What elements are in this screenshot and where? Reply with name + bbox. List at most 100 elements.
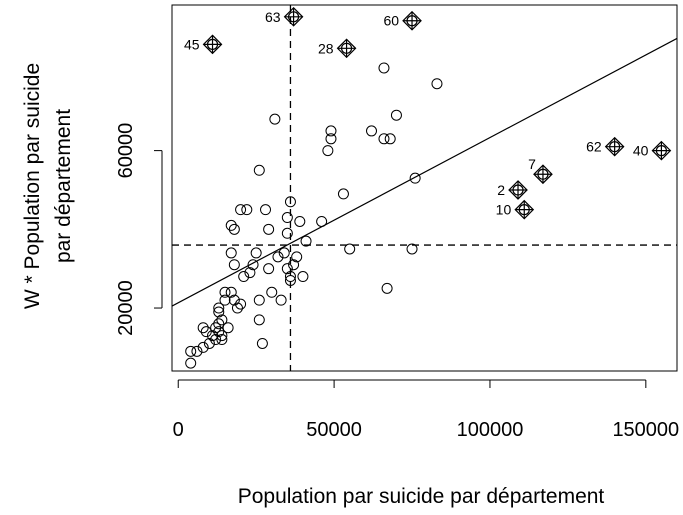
data-point [210, 334, 222, 346]
data-point [219, 294, 231, 306]
data-point [300, 235, 312, 247]
data-point [284, 271, 296, 283]
data-point [197, 322, 209, 334]
labeled-point-45: 45 [184, 34, 223, 55]
data-point [191, 345, 203, 357]
point-label: 7 [528, 156, 536, 172]
data-point [213, 302, 225, 314]
data-point [203, 337, 215, 349]
data-point [238, 271, 250, 283]
data-point [235, 204, 247, 216]
point-marker-circle [609, 141, 621, 153]
data-point [288, 259, 300, 271]
data-point [197, 341, 209, 353]
data-point [384, 133, 396, 145]
data-point [275, 294, 287, 306]
point-marker-circle [287, 11, 300, 23]
labeled-point-28: 28 [318, 38, 357, 59]
x-tick-label: 50000 [306, 419, 362, 441]
data-point [225, 219, 237, 231]
data-point [222, 322, 234, 334]
data-point [216, 330, 228, 342]
labeled-point-2: 2 [497, 180, 528, 200]
x-axis-title: Population par suicide par département [238, 485, 605, 508]
data-point [231, 302, 243, 314]
point-label: 2 [497, 182, 505, 198]
data-point [316, 215, 328, 227]
data-point [406, 243, 418, 255]
data-point [378, 62, 390, 74]
data-point [297, 271, 309, 283]
data-point [250, 247, 262, 259]
point-label: 28 [318, 40, 334, 56]
data-point [228, 223, 240, 235]
point-label: 62 [586, 139, 602, 155]
x-tick-label: 100000 [457, 419, 524, 441]
data-point [381, 282, 393, 294]
data-point [266, 286, 278, 298]
data-point [216, 334, 228, 346]
data-point [213, 326, 225, 338]
data-point [253, 164, 265, 176]
point-label: 40 [633, 143, 649, 159]
data-point [200, 326, 212, 338]
data-point [366, 125, 378, 137]
labeled-point-60: 60 [383, 10, 422, 31]
y-axis-title-line-2: par département [52, 109, 75, 263]
labeled-point-62: 62 [586, 136, 625, 157]
point-marker-circle [512, 184, 524, 196]
point-label: 10 [496, 202, 512, 218]
axes: 0 50000 100000 150000 20000 60000 [115, 123, 679, 441]
data-point [185, 345, 197, 357]
data-point [213, 306, 225, 318]
data-point [244, 267, 256, 279]
labeled-point-63: 63 [265, 6, 304, 27]
plot-content [172, 5, 677, 371]
data-point [241, 204, 253, 216]
data-point [269, 113, 281, 125]
data-point [219, 286, 231, 298]
point-label: 45 [184, 36, 200, 52]
data-point [294, 215, 306, 227]
point-label: 63 [265, 9, 281, 25]
data-point [235, 298, 247, 310]
data-point [344, 243, 356, 255]
data-point [337, 188, 349, 200]
point-marker-circle [406, 15, 418, 27]
y-axis-title-line-1: W * Population par suicide [21, 63, 44, 309]
labeled-point-7: 7 [528, 156, 553, 185]
data-point [228, 294, 240, 306]
data-point [281, 227, 293, 239]
data-point [263, 223, 275, 235]
point-marker-circle [206, 38, 219, 50]
plot-area: 63 60 45 28 62 40 7 2 10 [171, 4, 678, 372]
y-tick-label: 20000 [115, 280, 137, 336]
data-point [207, 330, 219, 342]
data-point [378, 133, 390, 145]
plot-frame [171, 4, 678, 372]
data-point [213, 318, 225, 330]
data-point [284, 274, 296, 286]
data-point [260, 204, 272, 216]
data-point [272, 251, 284, 263]
data-point [247, 259, 259, 271]
data-point [225, 286, 237, 298]
data-point [256, 337, 268, 349]
data-point [225, 247, 237, 259]
data-point [185, 357, 197, 369]
data-point [253, 314, 265, 326]
point-marker-circle [537, 168, 549, 180]
data-point [322, 145, 334, 157]
data-point [210, 322, 222, 334]
x-tick-label: 150000 [612, 419, 679, 441]
data-point [291, 251, 303, 263]
data-point [263, 263, 275, 275]
point-label: 60 [383, 13, 399, 29]
data-point [431, 78, 443, 90]
data-point [228, 259, 240, 271]
data-point [253, 294, 265, 306]
labeled-point-10: 10 [496, 199, 535, 220]
point-marker-circle [518, 204, 530, 216]
data-point [325, 125, 337, 137]
